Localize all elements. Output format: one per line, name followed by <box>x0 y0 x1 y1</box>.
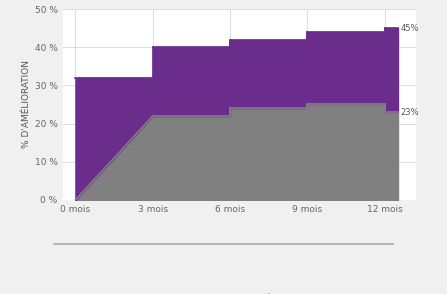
Text: 23%: 23% <box>400 108 419 117</box>
Text: 45%: 45% <box>400 24 419 33</box>
Legend: Hydratant de base avec FPS, Rétinol SA NEUTROGENA®: Hydratant de base avec FPS, Rétinol SA N… <box>101 291 377 294</box>
Y-axis label: % D'AMÉLIORATION: % D'AMÉLIORATION <box>21 61 30 148</box>
